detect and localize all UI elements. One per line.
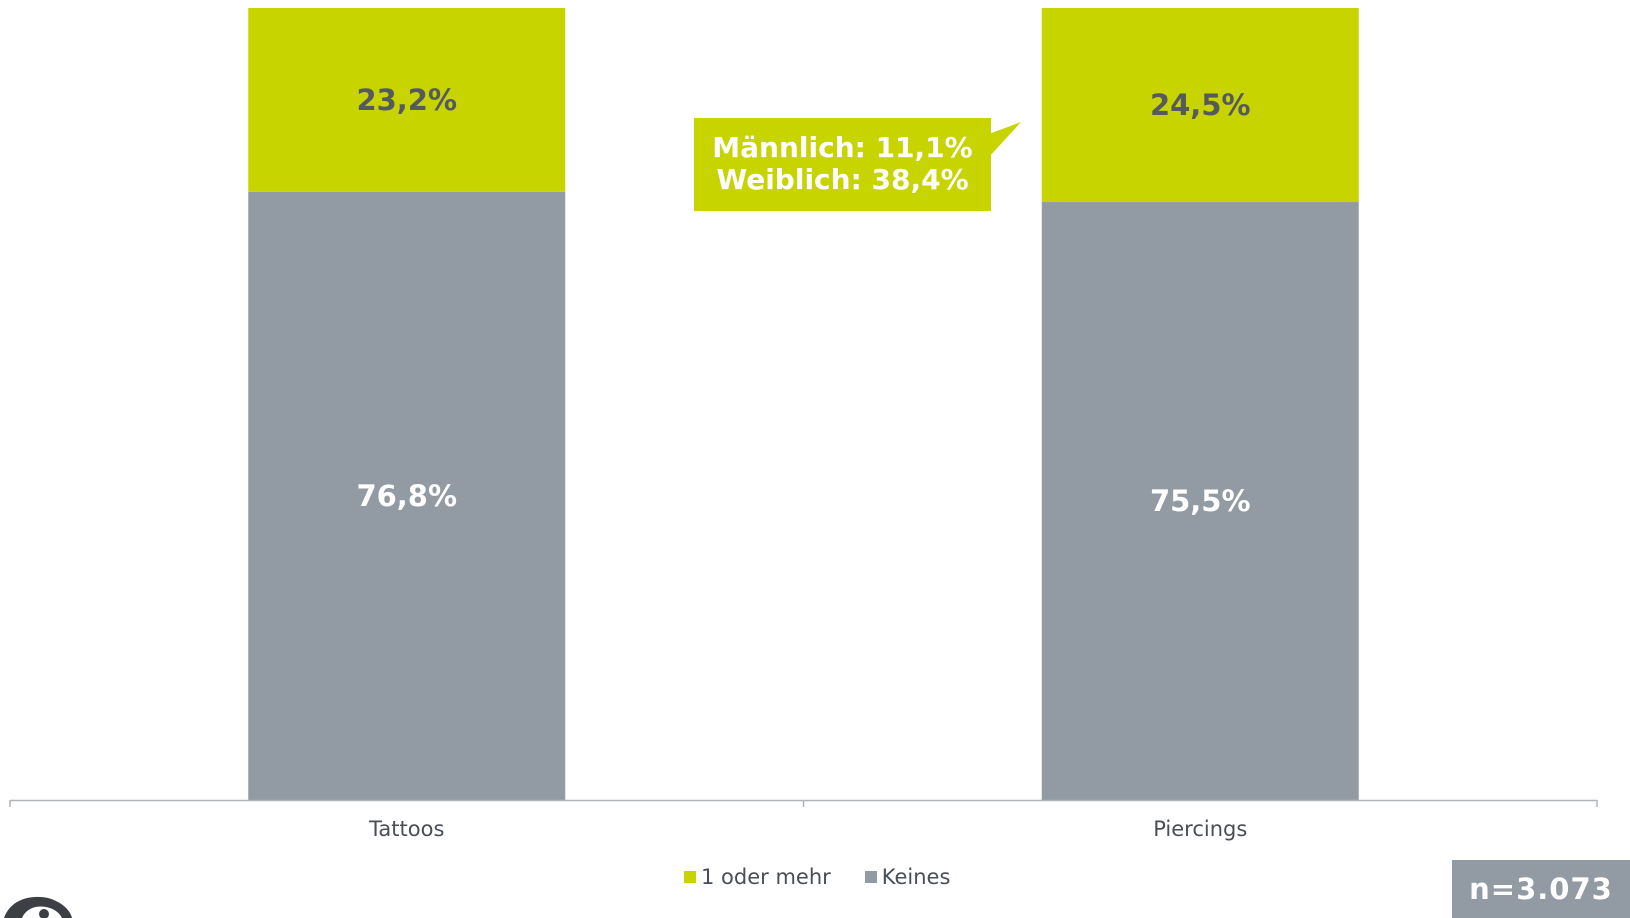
legend-swatch-one-or-more xyxy=(684,871,696,883)
data-label-piercings-1-oder-mehr: 24,5% xyxy=(1150,88,1251,122)
x-tick-label-tattoos: Tattoos xyxy=(368,817,444,841)
legend-label-none: Keines xyxy=(881,865,951,889)
data-label-tattoos-1-oder-mehr: 23,2% xyxy=(356,83,457,117)
bar-tattoos-1-oder-mehr xyxy=(248,8,566,192)
legend-label-one-or-more: 1 oder mehr xyxy=(701,865,831,889)
chart-legend: 1 oder mehr Keines xyxy=(684,865,984,889)
gender-callout: Männlich: 11,1% Weiblich: 38,4% xyxy=(694,118,991,211)
legend-swatch-none xyxy=(864,871,877,883)
callout-male-line: Männlich: 11,1% xyxy=(712,131,973,164)
x-tick-label-piercings: Piercings xyxy=(1153,817,1247,841)
legend-item-one-or-more: 1 oder mehr xyxy=(684,865,831,889)
legend-item-none: Keines xyxy=(864,865,951,889)
data-label-tattoos-keines: 76,8% xyxy=(356,479,457,513)
logo-mark-icon xyxy=(4,896,72,918)
sample-size-badge: n=3.073 xyxy=(1452,860,1630,918)
bar-tattoos-keines xyxy=(248,191,566,800)
bar-piercings-1-oder-mehr xyxy=(1041,8,1359,203)
bar-piercings-keines xyxy=(1041,202,1359,801)
data-label-piercings-keines: 75,5% xyxy=(1150,484,1251,518)
callout-female-line: Weiblich: 38,4% xyxy=(716,163,969,196)
